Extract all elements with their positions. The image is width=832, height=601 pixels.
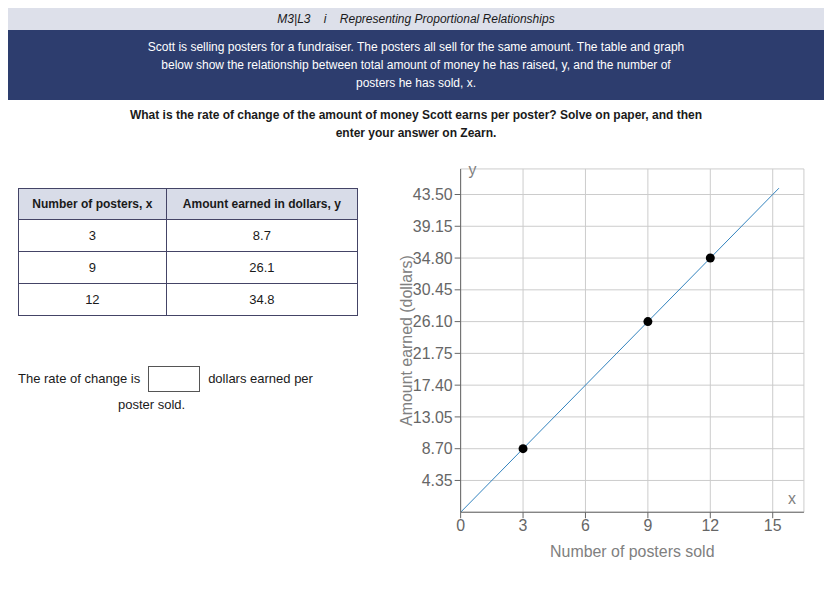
svg-text:34.80: 34.80 — [413, 250, 453, 267]
svg-text:6: 6 — [581, 517, 590, 534]
html-text:8.7: 8.7 — [252, 228, 271, 243]
svg-text:Number of posters sold: Number of posters sold — [550, 543, 714, 560]
html-text:poster sold.: poster sold. — [118, 397, 186, 412]
svg-text:39.15: 39.15 — [413, 218, 453, 235]
svg-text:12: 12 — [702, 517, 720, 534]
html-text:enter your answer on Zearn.: enter your answer on Zearn. — [335, 126, 497, 140]
html-text:Scott is selling posters for a: Scott is selling posters for a fundraise… — [147, 40, 685, 54]
svg-text:17.40: 17.40 — [413, 377, 453, 394]
html-text:3: 3 — [88, 228, 96, 243]
svg-text:26.10: 26.10 — [413, 313, 453, 330]
svg-text:x: x — [788, 490, 796, 507]
svg-text:y: y — [469, 161, 477, 178]
html-text:M3|L3 i Representing Proportio: M3|L3 i Representing Proportional Relati… — [277, 12, 555, 26]
svg-text:9: 9 — [644, 517, 653, 534]
html-text:9: 9 — [88, 260, 96, 275]
html-text:34.8: 34.8 — [249, 292, 275, 307]
html-text:The rate of change is: The rate of change is — [18, 371, 141, 386]
html-text:Amount earned in dollars, y: Amount earned in dollars, y — [182, 197, 341, 211]
svg-text:3: 3 — [519, 517, 528, 534]
svg-text:43.50: 43.50 — [413, 186, 453, 203]
svg-text:21.75: 21.75 — [413, 345, 453, 362]
svg-text:30.45: 30.45 — [413, 281, 453, 298]
svg-text:8.70: 8.70 — [422, 440, 453, 457]
html-text:posters he has sold, x.: posters he has sold, x. — [356, 76, 476, 90]
html-text:Number of posters, x: Number of posters, x — [32, 197, 153, 211]
html-text:What is the rate of change of: What is the rate of change of the amount… — [130, 108, 702, 122]
html-text:26.1: 26.1 — [249, 260, 275, 275]
svg-text:13.05: 13.05 — [413, 409, 453, 426]
svg-text:0: 0 — [456, 517, 465, 534]
html-text:dollars earned per: dollars earned per — [208, 371, 313, 386]
svg-text:Amount earned (dollars): Amount earned (dollars) — [398, 255, 415, 426]
html-text:12: 12 — [85, 292, 100, 307]
html-text:below show the relationship be: below show the relationship between tota… — [161, 58, 671, 72]
svg-text:15: 15 — [764, 517, 782, 534]
svg-text:4.35: 4.35 — [422, 472, 453, 489]
